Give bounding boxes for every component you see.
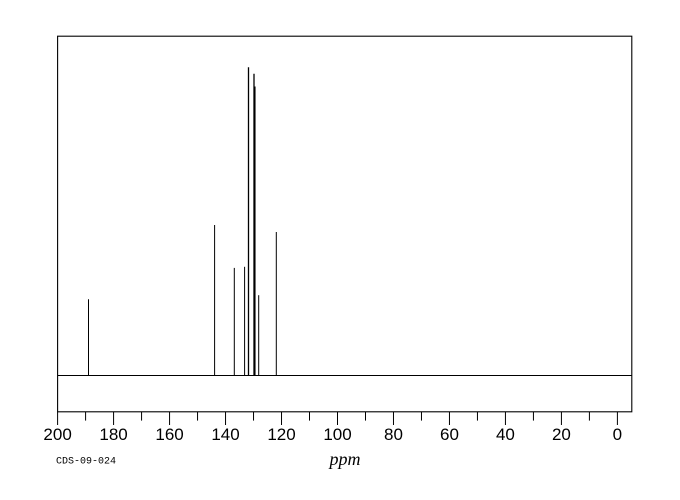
svg-text:CDS-09-024: CDS-09-024 (56, 457, 116, 468)
svg-text:ppm: ppm (328, 449, 361, 469)
svg-text:100: 100 (323, 425, 351, 444)
svg-text:60: 60 (440, 425, 459, 444)
svg-text:0: 0 (613, 425, 622, 444)
svg-text:140: 140 (211, 425, 239, 444)
svg-text:40: 40 (496, 425, 515, 444)
svg-text:180: 180 (99, 425, 127, 444)
svg-text:120: 120 (267, 425, 295, 444)
svg-text:80: 80 (384, 425, 403, 444)
svg-text:20: 20 (552, 425, 571, 444)
svg-text:160: 160 (155, 425, 183, 444)
svg-text:200: 200 (43, 425, 71, 444)
